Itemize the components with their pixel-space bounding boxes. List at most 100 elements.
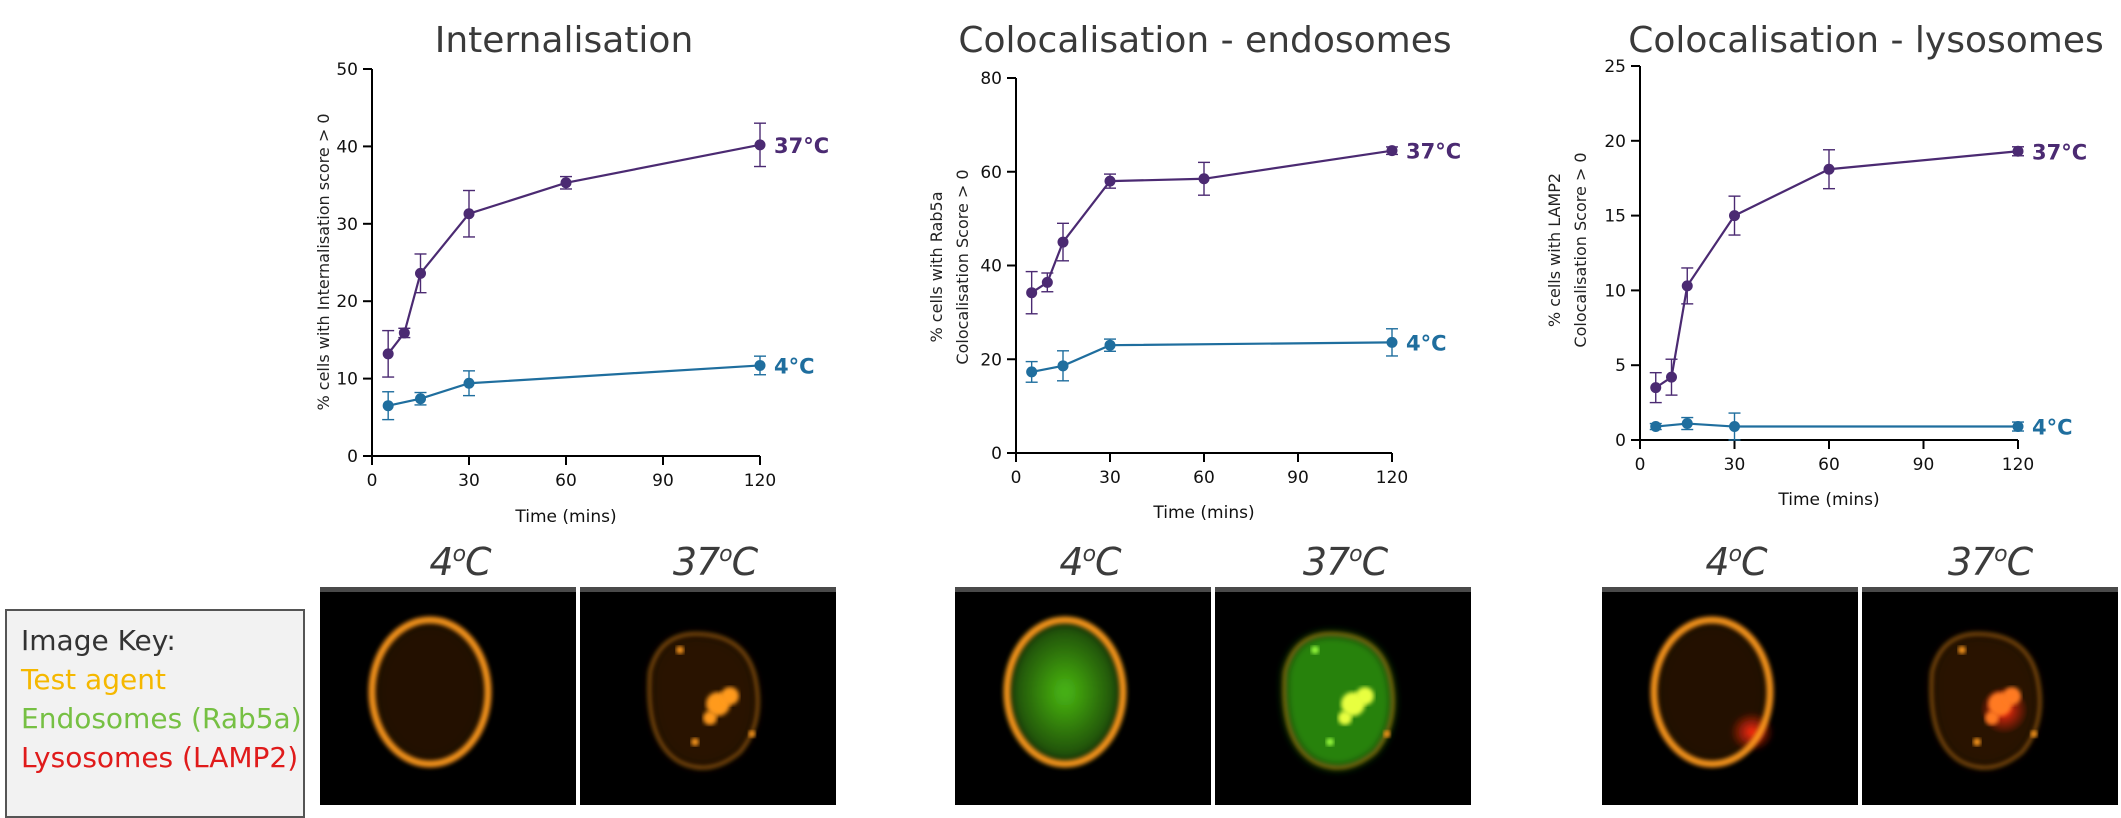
label-unit: C [1361,540,1389,584]
data-point [1104,175,1116,187]
chart-title: Colocalisation - lysosomes [1628,20,2104,61]
label-unit: C [465,540,492,584]
series-label: 4°C [1406,331,1447,355]
data-point [463,377,475,389]
label-value: 37 [672,540,720,584]
data-point [398,327,410,339]
data-point [1666,371,1677,383]
y-tick-label: 15 [1604,207,1626,227]
micrograph-1 [320,587,576,805]
y-tick-label: 60 [980,163,1002,183]
label-degree: o [719,542,733,567]
series-line [1655,422,2018,428]
y-axis-label-line: Colocalisation Score > 0 [1571,152,1590,347]
series-4c: 4°C [1649,412,2073,441]
data-point [1729,421,1740,433]
series-line [1031,149,1393,294]
data-point [1729,210,1740,222]
series-37c: 37°C [1649,140,2087,404]
data-point [1026,287,1038,299]
label-unit: C [2006,540,2034,584]
micrograph-2 [580,587,836,805]
series-label: 37°C [1406,140,1461,164]
data-point [415,393,426,405]
y-axis-label: % cells with LAMP2 Colocalisation Score >… [1545,152,1590,347]
label-degree: o [452,542,467,567]
label-degree: o [1349,542,1363,567]
label-unit: C [731,540,759,584]
x-tick-label: 60 [1818,455,1840,475]
series-4c: 4°C [382,354,815,421]
data-point [1104,339,1116,351]
series-37c: 37°C [1025,140,1461,315]
y-tick-label: 0 [991,444,1002,464]
label-37c: 37oC [585,540,845,584]
x-tick-label: 120 [744,471,776,491]
image-key: Image Key: Test agent Endosomes (Rab5a) … [5,609,305,818]
chart-1: Internalisation 0 30 60 90 120 0 10 20 30 40 50 Time… [314,20,829,527]
y-tick-label: 80 [980,69,1002,89]
label-value: 37 [1947,540,1995,584]
data-point [560,177,572,189]
data-point [2012,145,2024,157]
y-axis-label-line: % cells with Internalisation score > 0 [314,113,333,410]
series-label: 37°C [2032,140,2087,164]
data-point [1041,276,1053,288]
x-tick-label: 0 [367,471,378,491]
series-37c: 37°C [382,122,829,378]
label-37c: 37oC [1215,540,1475,584]
label-value: 37 [1302,540,1350,584]
x-tick-label: 30 [1724,455,1746,475]
chart-title: Internalisation [435,20,694,61]
micrograph-3 [955,587,1211,805]
data-point [1057,236,1069,248]
data-point [1681,418,1693,430]
x-tick-label: 0 [1635,455,1646,475]
data-point [382,348,394,360]
data-point [754,139,766,151]
y-tick-label: 20 [980,350,1002,370]
data-point [1057,360,1069,372]
y-tick-label: 30 [336,215,358,235]
chart-title: Colocalisation - endosomes [958,20,1451,61]
label-degree: o [1728,542,1743,567]
data-point [382,400,394,412]
chart-2: Colocalisation - endosomes 0 30 60 90 120 0 20 4… [927,20,1461,523]
y-axis-label: % cells with Rab5a Colocalisation Score >… [927,169,972,364]
y-tick-label: 0 [347,447,358,467]
y-tick-label: 10 [1604,281,1626,301]
chart-3: Colocalisation - lysosomes 0 30 60 90 120 0 5 10… [1545,20,2104,510]
data-point [1650,421,1662,433]
image-key-test-agent: Test agent [21,663,166,696]
x-tick-label: 120 [2002,455,2034,475]
x-axis-label: Time (mins) [1777,490,1879,510]
y-axis-label-line: Colocalisation Score > 0 [953,169,972,364]
y-tick-label: 40 [980,257,1002,277]
micrograph-4 [1215,587,1471,805]
data-point [1823,163,1835,175]
x-tick-label: 120 [1376,468,1408,488]
label-unit: C [1095,540,1122,584]
data-point [1386,336,1398,348]
y-axis-label-line: % cells with LAMP2 [1545,173,1564,327]
data-point [1386,145,1398,157]
data-point [2012,421,2024,433]
data-point [1026,366,1038,378]
x-tick-label: 90 [652,471,674,491]
y-tick-label: 40 [336,137,358,157]
label-value: 4 [1059,540,1083,584]
series-label: 4°C [774,354,815,378]
data-point [1650,382,1662,394]
series-4c: 4°C [1025,328,1447,383]
y-tick-label: 5 [1615,356,1626,376]
label-4c: 4oC [330,540,590,584]
data-point [463,208,475,220]
x-tick-label: 90 [1287,468,1309,488]
y-tick-label: 0 [1615,431,1626,451]
x-tick-label: 60 [555,471,577,491]
x-tick-label: 90 [1913,455,1935,475]
series-line [1655,150,2019,389]
label-unit: C [1741,540,1768,584]
